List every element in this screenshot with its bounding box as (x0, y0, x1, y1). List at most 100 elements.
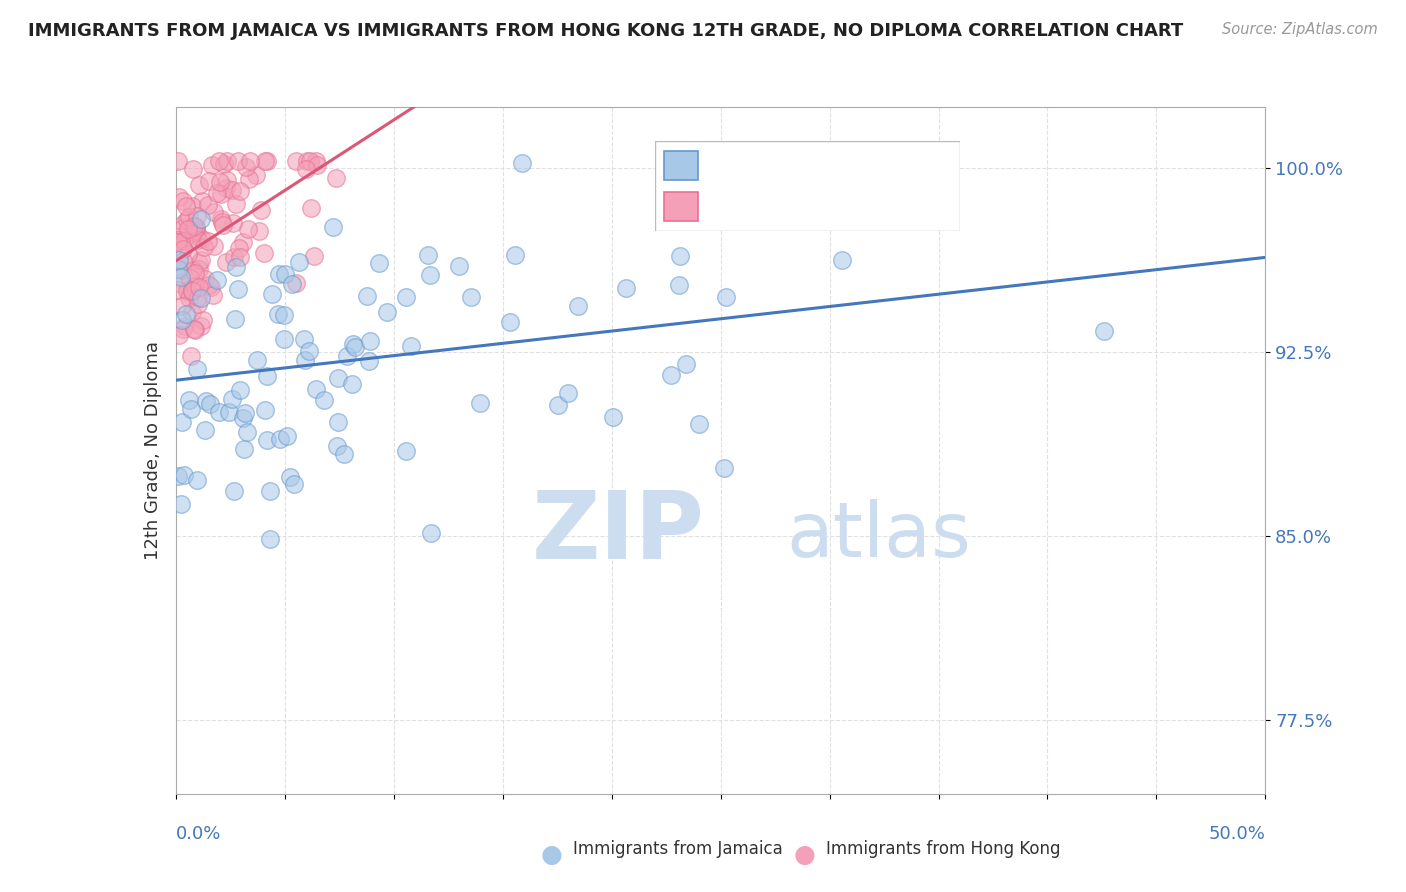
Point (167, 276, 190, 290)
Point (224, 312, 246, 326)
Point (173, 468, 195, 483)
Point (173, 318, 195, 333)
Point (211, 218, 233, 232)
Point (197, 173, 219, 187)
Point (170, 269, 193, 284)
Point (322, 220, 344, 235)
Text: N = 112: N = 112 (848, 197, 935, 216)
Y-axis label: 12th Grade, No Diploma: 12th Grade, No Diploma (143, 341, 162, 560)
Point (172, 233, 194, 247)
Point (180, 349, 202, 363)
Point (201, 288, 224, 302)
Text: 0.0%: 0.0% (176, 825, 221, 843)
Point (294, 352, 316, 367)
Point (305, 153, 328, 168)
Point (449, 259, 471, 273)
Point (181, 225, 204, 239)
Point (195, 393, 218, 408)
Point (179, 291, 201, 305)
Point (190, 291, 212, 305)
Point (217, 153, 239, 168)
Point (714, 290, 737, 304)
Point (184, 266, 207, 280)
Point (186, 361, 208, 376)
Point (256, 433, 278, 447)
Point (190, 318, 212, 333)
Point (326, 371, 349, 385)
Point (460, 290, 482, 304)
Text: Immigrants from Jamaica: Immigrants from Jamaica (574, 840, 783, 858)
Point (170, 300, 193, 314)
Point (299, 201, 322, 215)
Point (191, 232, 214, 246)
Point (221, 392, 243, 406)
Point (225, 260, 247, 274)
Text: R = 0.201: R = 0.201 (710, 156, 817, 175)
Point (688, 417, 710, 431)
Point (205, 273, 228, 287)
Point (180, 199, 202, 213)
Text: Immigrants from Hong Kong: Immigrants from Hong Kong (825, 840, 1060, 858)
Point (179, 271, 201, 285)
Point (202, 239, 225, 253)
Point (659, 368, 682, 382)
Point (181, 304, 204, 318)
Point (167, 190, 190, 204)
Point (267, 307, 290, 321)
Point (198, 397, 221, 411)
Point (614, 281, 637, 295)
Point (222, 250, 245, 264)
Point (209, 186, 232, 201)
Point (278, 470, 301, 484)
Point (342, 336, 364, 351)
Point (273, 332, 295, 346)
Point (208, 405, 231, 419)
Point (307, 157, 329, 171)
Point (170, 416, 193, 430)
Point (503, 248, 526, 262)
Point (260, 286, 283, 301)
Point (499, 315, 522, 329)
Point (167, 283, 190, 297)
Point (416, 247, 439, 261)
Point (335, 349, 357, 363)
Point (567, 299, 589, 313)
Point (207, 186, 229, 201)
Point (186, 227, 208, 241)
Point (246, 352, 269, 367)
Point (170, 312, 193, 326)
Point (190, 212, 212, 227)
Point (675, 357, 697, 371)
Point (176, 235, 198, 249)
Text: ●: ● (541, 843, 562, 867)
Point (232, 410, 254, 425)
Point (228, 153, 250, 168)
Point (238, 171, 260, 186)
Point (395, 290, 418, 304)
Point (557, 385, 579, 400)
Point (176, 212, 198, 227)
Point (221, 184, 243, 198)
Point (197, 198, 219, 212)
Point (395, 443, 418, 458)
Point (285, 277, 308, 291)
Point (229, 250, 252, 264)
Point (602, 409, 624, 424)
Point (259, 484, 281, 499)
Point (232, 442, 254, 457)
Point (177, 221, 200, 235)
Point (276, 429, 298, 443)
Point (253, 403, 276, 417)
Point (172, 322, 194, 336)
Point (256, 153, 278, 168)
Point (176, 284, 198, 298)
Point (288, 255, 311, 269)
Point (188, 256, 211, 270)
Point (201, 158, 224, 172)
Point (333, 447, 356, 461)
Point (247, 223, 270, 237)
Point (208, 175, 231, 189)
Point (191, 313, 214, 327)
Point (312, 392, 335, 407)
Point (172, 220, 194, 235)
